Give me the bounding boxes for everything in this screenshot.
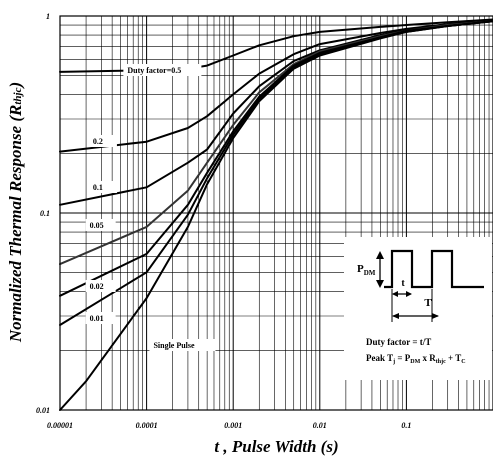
y-tick-label-2: 0.01 [36, 406, 50, 415]
x-tick-label-2: 0.001 [224, 421, 242, 430]
x-tick-label-1: 0.0001 [136, 421, 158, 430]
series-label-4: 0.02 [90, 282, 104, 291]
series-label-0: Duty factor=0.5 [127, 66, 181, 75]
y-tick-label-0: 1 [46, 12, 50, 21]
series-line-2 [60, 20, 493, 204]
duty-cycle-inset: PDM t T Duty factor = t/T Peak Tj = PDM … [344, 237, 492, 380]
series-label-1: 0.2 [93, 137, 103, 146]
T-label: T [424, 297, 432, 309]
y-tick-label-1: 0.1 [40, 209, 50, 218]
x-tick-label-0: 0.00001 [47, 421, 73, 430]
series-line-3 [60, 21, 493, 264]
x-axis-label: t , Pulse Width (s) [60, 437, 493, 457]
x-tick-label-4: 0.1 [401, 421, 411, 430]
series-label-2: 0.1 [93, 183, 103, 192]
series-label-3: 0.05 [90, 221, 104, 230]
series-label-5: 0.01 [90, 314, 104, 323]
series-label-6: Single Pulse [153, 341, 195, 350]
x-tick-label-3: 0.01 [313, 421, 327, 430]
duty-factor-text: Duty factor = t/T [366, 337, 431, 347]
y-axis-label: Normalized Thermal Response (Rthjc) [6, 54, 30, 370]
